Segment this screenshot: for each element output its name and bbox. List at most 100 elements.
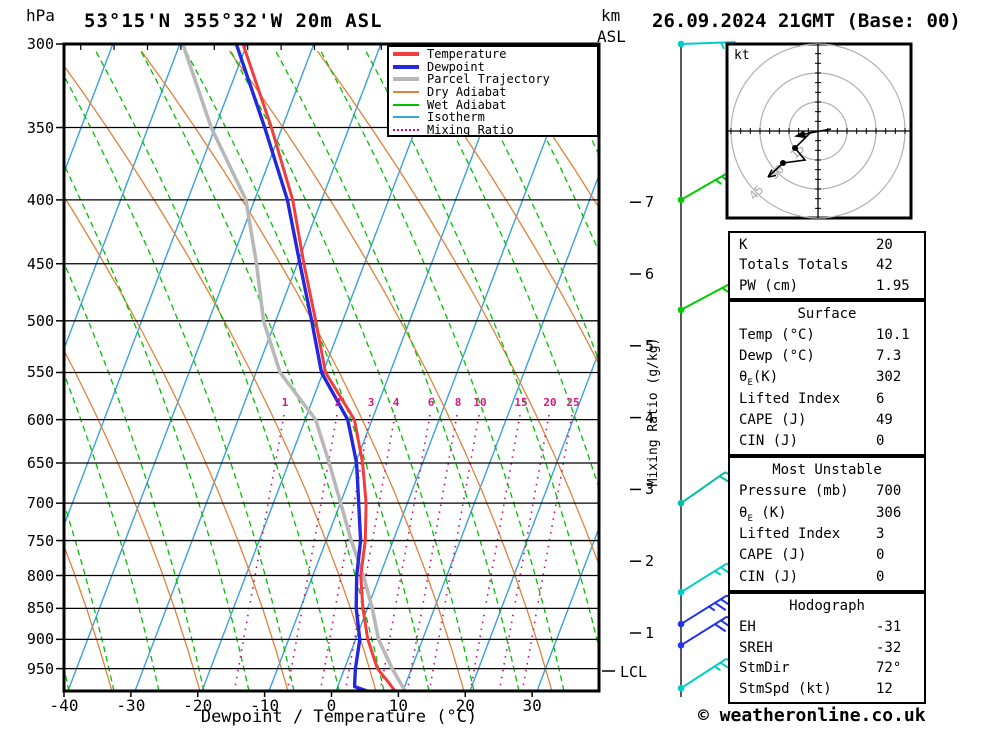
copyright-text: © weatheronline.co.uk bbox=[698, 705, 926, 726]
wet-adiabat-line bbox=[275, 50, 520, 691]
pressure-tick-label: 350 bbox=[26, 118, 54, 137]
mixing-ratio-line bbox=[344, 414, 396, 691]
table-row: CAPE (J) 0 bbox=[730, 545, 924, 566]
table-row-label: SREH bbox=[739, 639, 773, 656]
dry-adiabat-line bbox=[228, 50, 553, 691]
mixing-ratio-line bbox=[233, 414, 285, 691]
pressure-tick-label: 650 bbox=[26, 454, 54, 472]
mixing-ratio-label: 15 bbox=[514, 396, 528, 409]
table-row-value: -32 bbox=[876, 639, 902, 656]
table-row-value: 1.95 bbox=[876, 277, 910, 294]
temperature-tick-label: -30 bbox=[116, 696, 146, 715]
isotherm-line bbox=[536, 525, 599, 691]
table-row-label: Lifted Index bbox=[739, 525, 841, 542]
wet-adiabat-line bbox=[230, 50, 475, 691]
legend-sample-thick bbox=[393, 52, 419, 57]
table-row-label: EH bbox=[739, 618, 756, 635]
table-row: Totals Totals 42 bbox=[730, 255, 924, 275]
legend-label: Mixing Ratio bbox=[427, 122, 514, 137]
temperature-tick-label: 10 bbox=[388, 696, 408, 715]
pressure-tick-label: 800 bbox=[26, 566, 54, 585]
table-row-value: 306 bbox=[876, 504, 902, 521]
mixing-ratio-label: 10 bbox=[473, 396, 487, 409]
legend-label: Wet Adiabat bbox=[427, 97, 507, 112]
dry-adiabat-line bbox=[316, 50, 599, 567]
legend-sample-thick bbox=[393, 77, 419, 82]
table-row: CAPE (J) 49 bbox=[730, 410, 924, 431]
table-row: CIN (J) 0 bbox=[730, 431, 924, 452]
km-tick-label: 5 bbox=[645, 336, 655, 355]
mixing-ratio-label: 25 bbox=[566, 396, 580, 409]
table-row: CIN (J) 0 bbox=[730, 567, 924, 588]
mixing-ratio-label: 4 bbox=[392, 396, 400, 409]
table-section-header: Surface bbox=[797, 306, 857, 322]
isotherm-line bbox=[469, 349, 599, 691]
mixing-ratio-label: 8 bbox=[454, 396, 462, 409]
temperature-curve bbox=[241, 44, 397, 691]
legend-sample-dotted bbox=[393, 128, 419, 131]
km-tick-label: 7 bbox=[645, 193, 655, 212]
altitude-unit-asl: ASL bbox=[597, 27, 626, 46]
legend-item: Wet Adiabat bbox=[393, 98, 597, 111]
hodograph-level-dot bbox=[780, 160, 786, 166]
indices-table: Hodograph EH -31 SREH -32 StmDir 72° StmSpd (kt… bbox=[728, 592, 926, 704]
temperature-tick-label: 0 bbox=[326, 696, 337, 715]
table-row-value: 0 bbox=[876, 432, 885, 449]
mixing-ratio-line bbox=[406, 414, 458, 691]
wet-adiabat-line bbox=[455, 50, 599, 363]
km-tick-label: 6 bbox=[645, 265, 655, 283]
isotherm-line bbox=[64, 44, 181, 351]
wet-adiabat-line bbox=[64, 261, 205, 691]
table-row-value: 42 bbox=[876, 257, 893, 274]
table-row: EH -31 bbox=[730, 617, 924, 638]
wet-adiabat-line bbox=[64, 163, 250, 691]
table-section-header: Hodograph bbox=[789, 598, 865, 614]
table-row: PW (cm) 1.95 bbox=[730, 276, 924, 296]
mixing-ratio-line bbox=[379, 414, 431, 691]
temperature-tick-label: -10 bbox=[250, 696, 280, 715]
trace-end-arrow bbox=[767, 169, 773, 178]
table-row-label: Totals Totals bbox=[739, 257, 849, 274]
table-row-label: CIN (J) bbox=[739, 432, 799, 449]
table-row: θE(K) 302 bbox=[730, 367, 924, 388]
pressure-tick-label: 400 bbox=[26, 190, 54, 209]
mixing-ratio-label: 1 bbox=[281, 396, 289, 409]
table-row-value: 0 bbox=[876, 568, 885, 585]
table-row-label: CIN (J) bbox=[739, 568, 799, 585]
table-row-value: 10.1 bbox=[876, 327, 910, 344]
table-row-label: StmDir bbox=[739, 660, 790, 677]
table-row: SREH -32 bbox=[730, 638, 924, 659]
mixing-ratio-line bbox=[469, 414, 521, 691]
pressure-tick-label: 600 bbox=[26, 410, 54, 429]
legend-item: Temperature bbox=[393, 48, 597, 61]
km-tick-label: 1 bbox=[645, 624, 655, 642]
table-row-label: Lifted Index bbox=[739, 390, 841, 407]
table-row: Pressure (mb) 700 bbox=[730, 481, 924, 502]
trace-end-arrow bbox=[767, 174, 777, 178]
temperature-tick-label: -20 bbox=[183, 696, 213, 715]
wet-adiabat-line bbox=[185, 50, 430, 691]
temperature-tick-label: -40 bbox=[49, 696, 79, 715]
legend-sample-thin bbox=[393, 103, 419, 106]
mixing-ratio-line bbox=[498, 414, 550, 691]
mixing-ratio-line bbox=[521, 414, 573, 691]
km-tick-label: 2 bbox=[645, 552, 655, 571]
valid-datetime: 26.09.2024 21GMT (Base: 00) bbox=[652, 10, 961, 32]
table-row: K 20 bbox=[730, 235, 924, 255]
table-row: Dewp (°C) 7.3 bbox=[730, 346, 924, 367]
table-row: Temp (°C) 10.1 bbox=[730, 325, 924, 346]
mixing-ratio-label: 6 bbox=[427, 396, 435, 409]
table-row-label: θE (K) bbox=[739, 504, 787, 524]
mixing-ratio-line bbox=[286, 414, 338, 691]
table-row-label: PW (cm) bbox=[739, 277, 799, 294]
storm-motion-arrowhead bbox=[794, 130, 807, 139]
pressure-tick-label: 700 bbox=[26, 494, 54, 513]
pressure-tick-label: 300 bbox=[26, 35, 54, 53]
table-row-value: 3 bbox=[876, 525, 885, 542]
wet-adiabat-line bbox=[95, 50, 340, 691]
dry-adiabat-line bbox=[64, 544, 113, 691]
isotherm-line bbox=[268, 44, 516, 691]
table-row-label: Dewp (°C) bbox=[739, 348, 815, 365]
wet-adiabat-line bbox=[140, 50, 385, 691]
mixing-ratio-line bbox=[428, 414, 480, 691]
